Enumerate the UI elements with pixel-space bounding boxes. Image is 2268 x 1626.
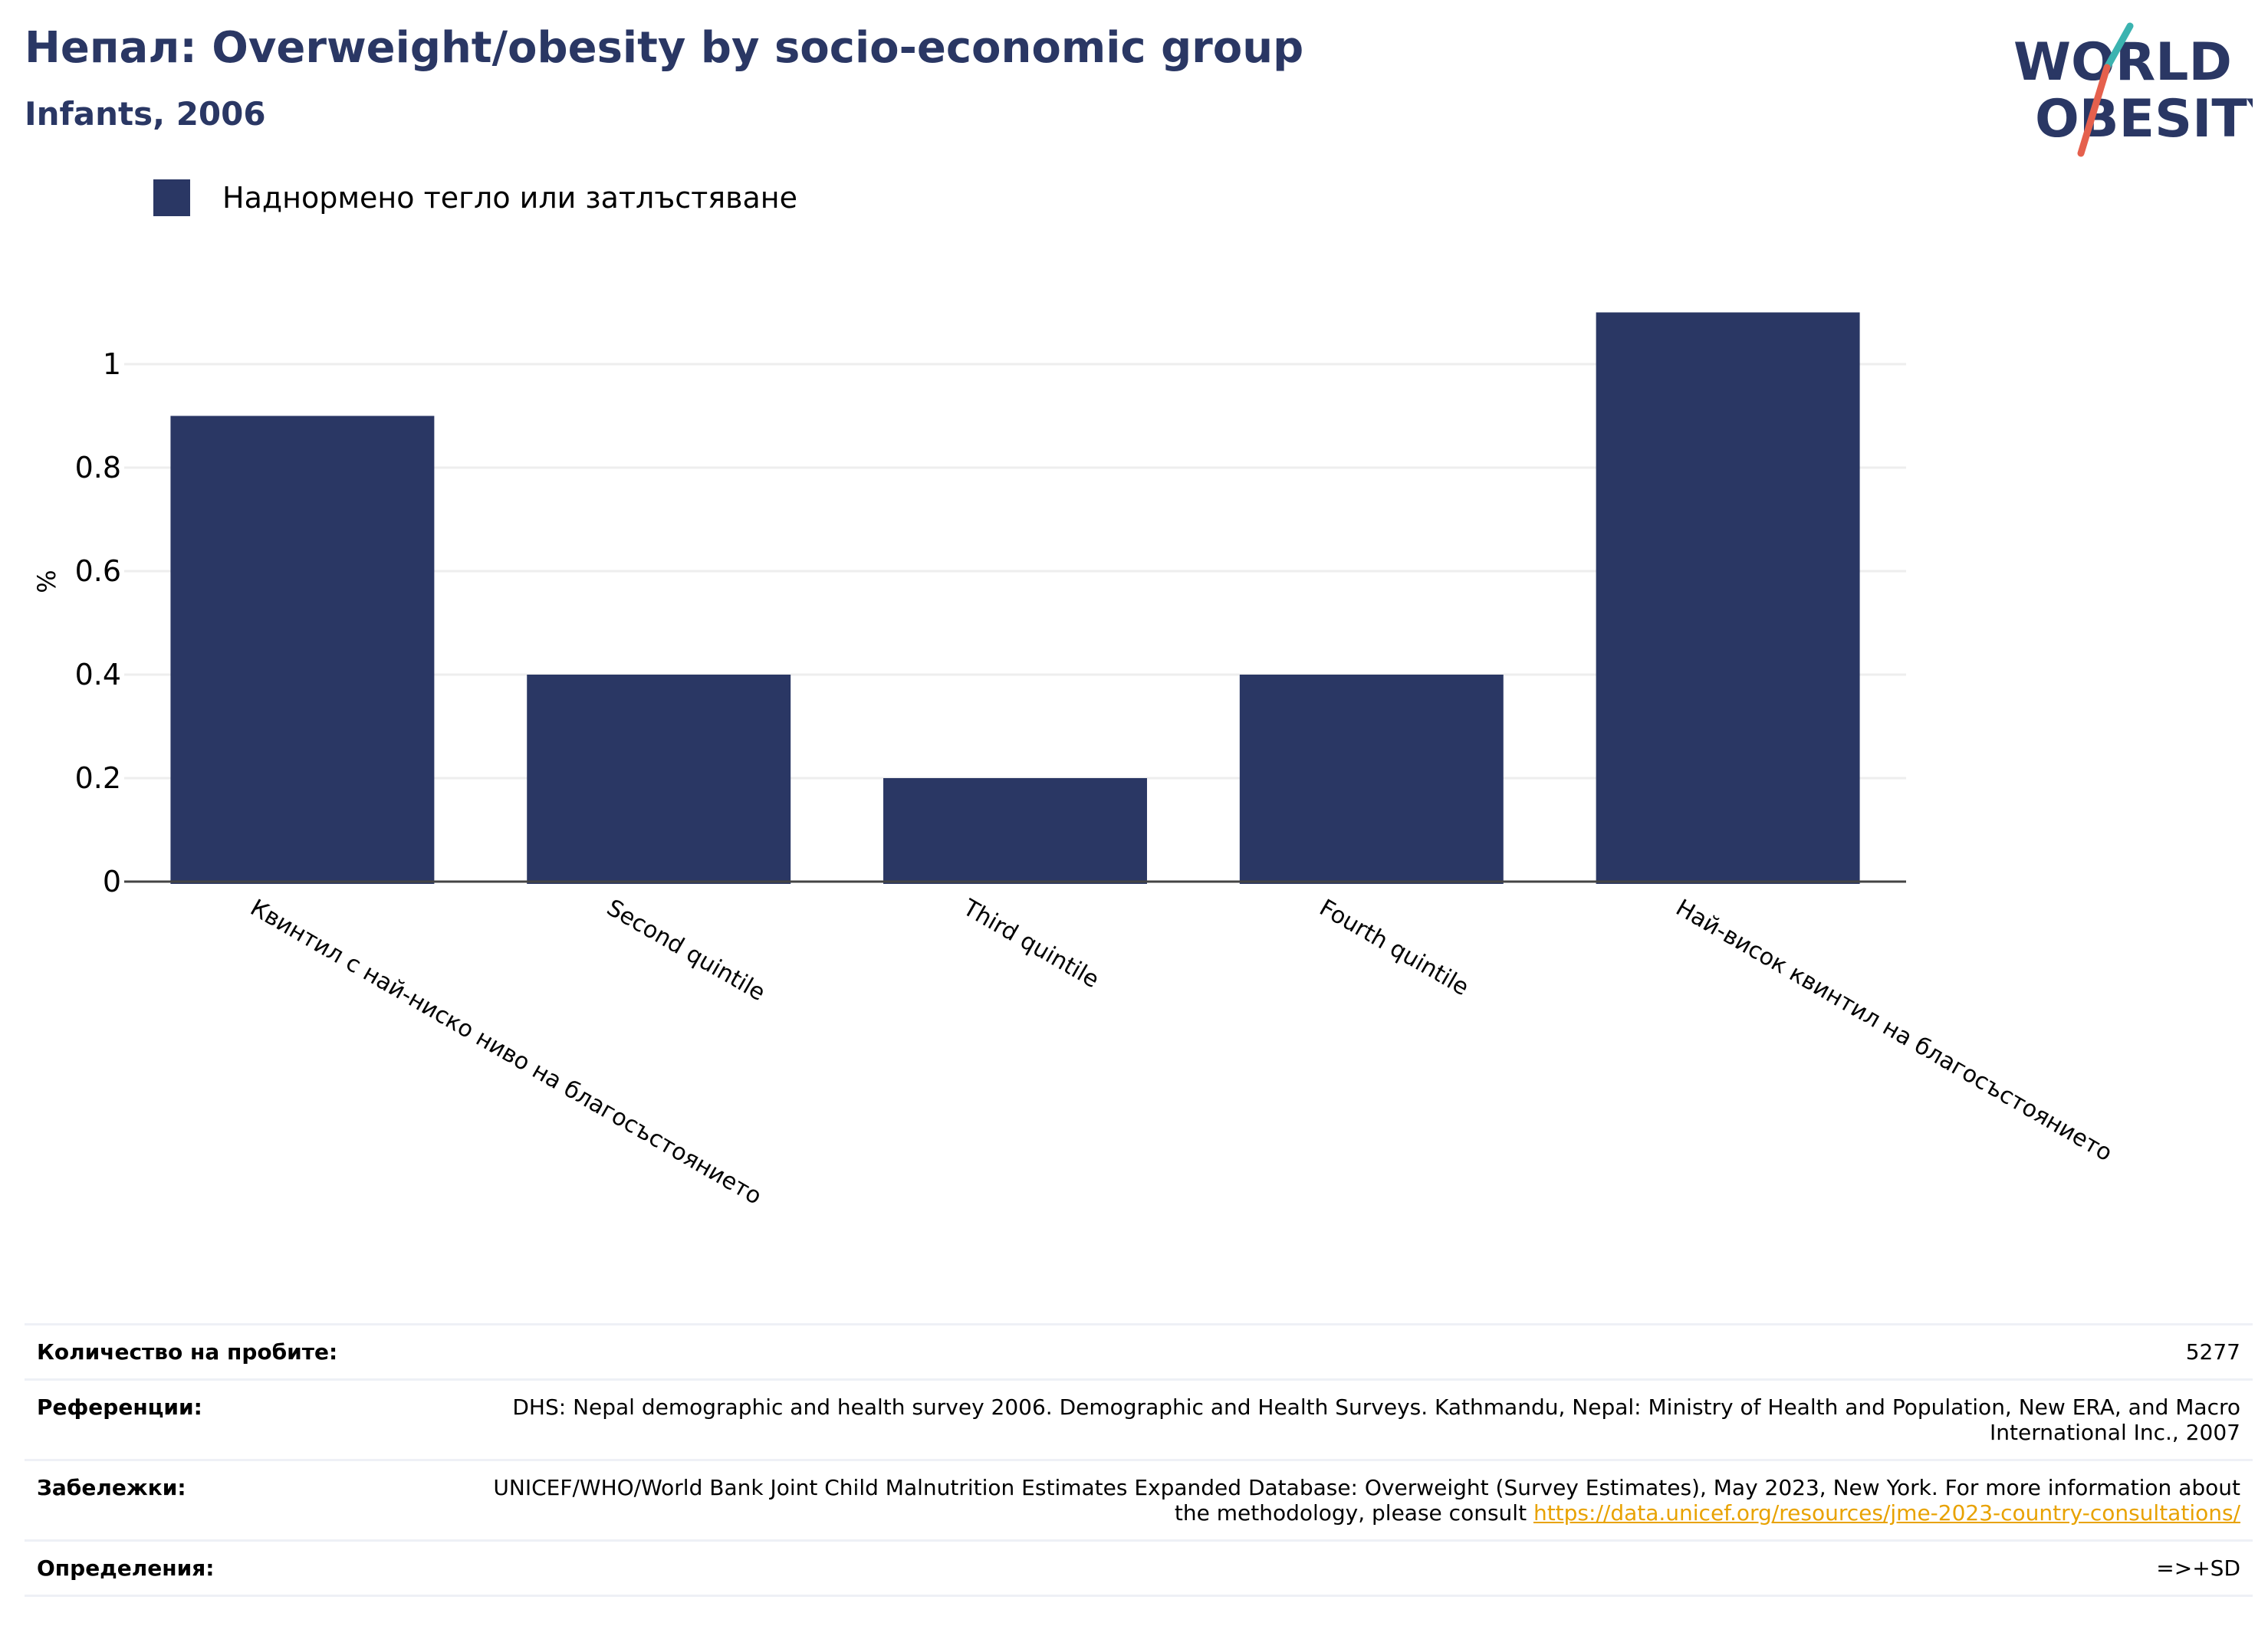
x-tick-labels: Квинтил с най-ниско ниво на благосъстоян…	[245, 894, 2116, 1210]
x-tick-label: Най-висок квинтил на благосъстоянието	[1671, 895, 2117, 1168]
definitions-label: Определения:	[37, 1555, 215, 1581]
legend[interactable]: Наднормено тегло или затлъстяване	[153, 179, 797, 216]
references-label: Референции:	[37, 1394, 202, 1420]
bar[interactable]	[527, 675, 791, 884]
logo-slash-teal	[2103, 22, 2134, 71]
logo-slash-red	[2077, 64, 2111, 157]
y-tick-label: 1	[103, 347, 121, 381]
legend-label: Наднормено тегло или затлъстяване	[222, 181, 797, 215]
bar[interactable]	[883, 778, 1147, 884]
notes-text: UNICEF/WHO/World Bank Joint Child Malnut…	[493, 1475, 2240, 1526]
methodology-link[interactable]: https://data.unicef.org/resources/jme-20…	[1533, 1500, 2240, 1526]
sample-size-label: Количество на пробите:	[37, 1339, 338, 1365]
y-tick-label: 0	[103, 865, 121, 898]
definitions-value: =>+SD	[2156, 1555, 2240, 1581]
y-tick-labels: 0 0.2 0.4 0.6 0.8 1	[75, 347, 121, 898]
world-obesity-logo: WORLD OBESITY	[2013, 22, 2253, 157]
references-value: DHS: Nepal demographic and health survey…	[512, 1394, 2240, 1445]
x-tick-label: Fourth quintile	[1315, 895, 1474, 1002]
sample-size-value: 5277	[2185, 1339, 2240, 1365]
footer-table: Количество на пробите: 5277 Референции: …	[25, 1323, 2253, 1597]
footer-row-references: Референции: DHS: Nepal demographic and h…	[25, 1378, 2253, 1459]
bar-chart: 0 0.2 0.4 0.6 0.8 1 Квинтил с най-ниско ниво …	[32, 312, 2117, 1210]
footer-row-definitions: Определения: =>+SD	[25, 1539, 2253, 1597]
chart-title: Непал: Overweight/obesity by socio-econo…	[25, 23, 1304, 73]
bar[interactable]	[170, 416, 435, 885]
chart-subtitle: Infants, 2006	[25, 95, 266, 133]
x-tick-label: Third quintile	[958, 894, 1103, 994]
y-axis-label: %	[32, 570, 61, 593]
y-tick-label: 0.4	[75, 658, 121, 691]
y-tick-label: 0.8	[75, 451, 121, 485]
legend-swatch	[153, 179, 190, 216]
notes-label: Забележки:	[37, 1475, 186, 1500]
y-tick-label: 0.2	[75, 761, 121, 795]
notes-value: UNICEF/WHO/World Bank Joint Child Malnut…	[477, 1475, 2240, 1526]
logo-line2: OBESITY	[2035, 89, 2253, 149]
bar[interactable]	[1596, 312, 1860, 885]
bars	[170, 312, 1860, 885]
x-tick-label: Second quintile	[602, 895, 770, 1007]
footer-row-sample-size: Количество на пробите: 5277	[25, 1323, 2253, 1378]
y-tick-label: 0.6	[75, 554, 121, 588]
bar[interactable]	[1239, 675, 1504, 884]
footer-row-notes: Забележки: UNICEF/WHO/World Bank Joint C…	[25, 1459, 2253, 1539]
